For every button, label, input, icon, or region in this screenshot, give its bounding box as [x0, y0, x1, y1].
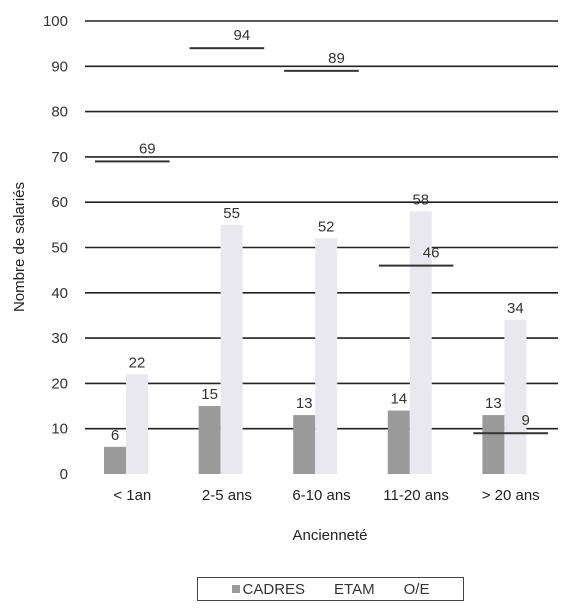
- bar-cadres: [104, 446, 126, 474]
- bar-cadres: [293, 415, 316, 474]
- y-tick-label: 30: [51, 330, 68, 347]
- data-label-etam: 22: [129, 354, 146, 371]
- legend-swatch: [323, 585, 331, 593]
- data-label-oe: 46: [423, 245, 440, 262]
- data-label-cadres: 6: [111, 427, 119, 444]
- data-label-cadres: 13: [296, 395, 313, 412]
- data-label-cadres: 15: [201, 386, 218, 403]
- legend-label: O/E: [403, 580, 430, 598]
- x-axis-title: Ancienneté: [292, 527, 367, 544]
- y-tick-label: 0: [60, 466, 68, 483]
- data-label-etam: 52: [318, 218, 335, 235]
- y-tick-label: 10: [51, 421, 68, 438]
- bar-cadres: [482, 415, 505, 474]
- data-label-oe: 89: [328, 50, 345, 67]
- bar-oe: [473, 432, 548, 435]
- legend-label: ETAM: [334, 580, 375, 598]
- bars: [104, 211, 527, 474]
- y-axis-title: Nombre de salariés: [11, 182, 28, 312]
- legend-swatch: [393, 585, 401, 593]
- bar-cadres: [198, 406, 221, 474]
- x-tick-label: 6-10 ans: [292, 487, 350, 504]
- data-label-oe: 69: [139, 140, 156, 157]
- bar-etam: [220, 224, 243, 474]
- bar-etam: [126, 374, 148, 474]
- bar-oe: [378, 264, 454, 267]
- data-label-oe: 94: [234, 27, 251, 44]
- oe-series-lines: [95, 47, 548, 435]
- legend-item: ETAM: [323, 581, 375, 598]
- x-tick-label: > 20 ans: [482, 487, 540, 504]
- data-labels: 6 22 69 15 55 94 13 52 89 14 58 46 13 34 9: [111, 27, 530, 444]
- y-tick-label: 50: [51, 240, 68, 257]
- x-tick-label: 11-20 ans: [383, 487, 449, 504]
- y-tick-label: 80: [51, 104, 68, 121]
- y-tick-label: 100: [43, 13, 68, 30]
- data-label-oe: 9: [522, 412, 530, 429]
- legend: CADRES ETAM O/E: [197, 577, 464, 601]
- bar-etam: [504, 319, 527, 474]
- bar-oe: [95, 160, 170, 163]
- x-axis-tick-labels: < 1an 2-5 ans 6-10 ans 11-20 ans > 20 ans: [113, 487, 539, 504]
- data-label-cadres: 14: [390, 391, 407, 408]
- data-label-etam: 58: [412, 191, 429, 208]
- bar-etam: [409, 211, 432, 474]
- data-label-cadres: 13: [485, 395, 502, 412]
- y-axis-tick-labels: 0 10 20 30 40 50 60 70 80 90 100: [43, 13, 68, 483]
- y-tick-label: 60: [51, 194, 68, 211]
- y-tick-label: 40: [51, 285, 68, 302]
- bar-oe: [284, 69, 359, 72]
- bar-cadres: [387, 410, 410, 474]
- x-tick-label: 2-5 ans: [202, 487, 252, 504]
- legend-label: CADRES: [242, 580, 306, 598]
- legend-item: O/E: [393, 581, 430, 598]
- y-tick-label: 90: [51, 58, 68, 75]
- legend-item: CADRES: [231, 580, 306, 598]
- data-label-etam: 34: [507, 300, 524, 317]
- y-tick-label: 70: [51, 149, 68, 166]
- x-tick-label: < 1an: [113, 487, 151, 504]
- bar-etam: [315, 238, 338, 474]
- legend-swatch: [231, 585, 240, 593]
- y-tick-label: 20: [51, 375, 68, 392]
- bar-chart: 0 10 20 30 40 50 60 70 80 90 100 6 22 69 15 55 94 13 52 89…: [11, 13, 558, 544]
- bar-oe: [189, 47, 265, 50]
- data-label-etam: 55: [223, 205, 240, 222]
